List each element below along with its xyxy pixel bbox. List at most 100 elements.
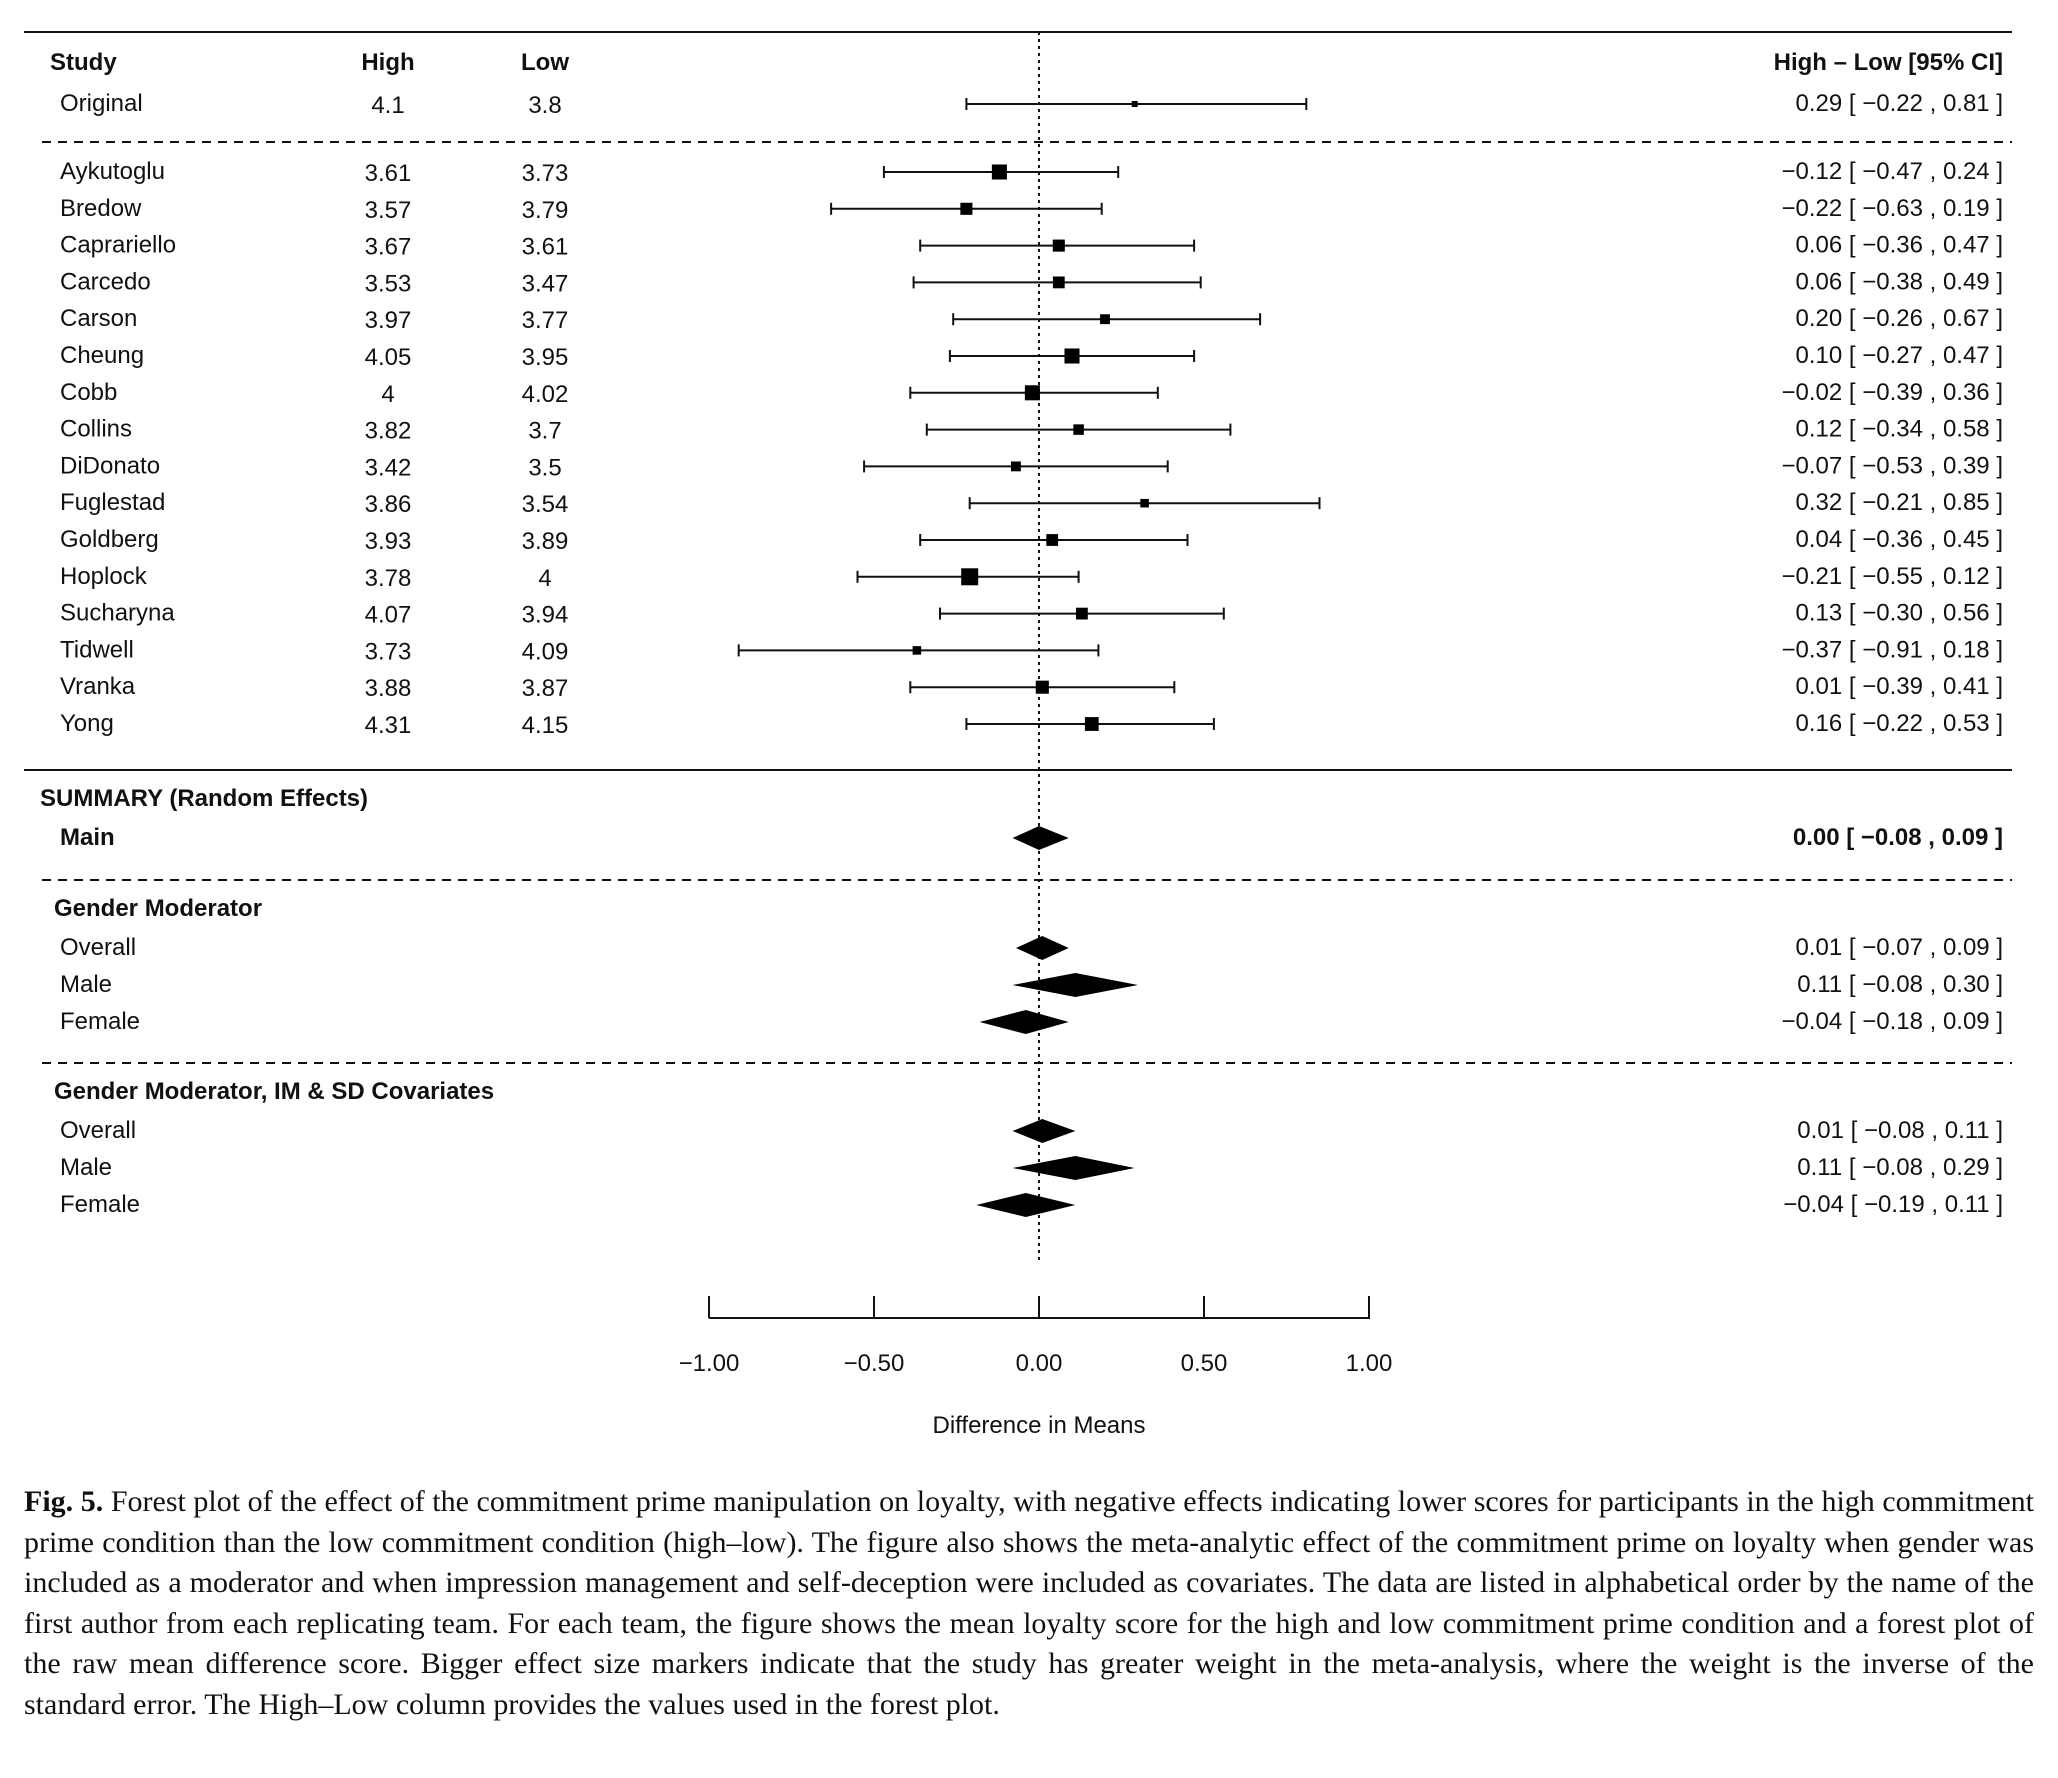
original-label: Original <box>60 90 143 117</box>
caption-text: Forest plot of the effect of the commitm… <box>24 1485 2035 1721</box>
study-low-value: 3.7 <box>528 418 561 445</box>
study-high-value: 3.73 <box>365 638 412 665</box>
study-high-value: 3.42 <box>365 454 412 481</box>
study-high-value: 3.97 <box>365 307 412 334</box>
gender-row-label: Male <box>60 971 112 998</box>
study-ci <box>737 644 1100 657</box>
study-effect-text: −0.21 [ −0.55 , 0.12 ] <box>1781 563 2003 590</box>
effect-marker <box>961 568 979 586</box>
study-ci <box>952 313 1262 326</box>
x-axis-tick-label: −0.50 <box>844 1350 905 1377</box>
study-label: Bredow <box>60 195 142 222</box>
study-low-value: 3.79 <box>522 197 569 224</box>
study-low-value: 4.09 <box>522 638 569 665</box>
study-effect-text: −0.07 [ −0.53 , 0.39 ] <box>1781 452 2003 479</box>
effect-marker <box>1035 680 1049 694</box>
study-label: Sucharyna <box>60 600 175 627</box>
study-high-value: 3.57 <box>365 197 412 224</box>
effect-marker <box>1064 348 1080 364</box>
study-low-value: 3.89 <box>522 528 569 555</box>
study-ci <box>968 497 1321 510</box>
original-low-value: 3.8 <box>528 92 561 119</box>
original-ci <box>965 98 1308 110</box>
study-ci <box>939 607 1225 620</box>
study-label: Hoplock <box>60 563 148 590</box>
study-label: Goldberg <box>60 526 159 553</box>
gender-row-label: Overall <box>60 934 136 961</box>
study-label: Fuglestad <box>60 489 165 516</box>
study-low-value: 3.54 <box>522 491 569 518</box>
study-low-value: 3.87 <box>522 675 569 702</box>
study-ci <box>882 164 1120 180</box>
study-high-value: 3.93 <box>365 528 412 555</box>
x-axis-tick-label: 0.00 <box>1016 1350 1063 1377</box>
gender-cov-diamond <box>1012 1156 1135 1180</box>
gender-cov-diamond <box>976 1193 1076 1217</box>
effect-marker <box>1084 717 1099 731</box>
effect-marker <box>912 646 922 655</box>
caption-label: Fig. 5. <box>24 1485 104 1518</box>
study-high-value: 3.86 <box>365 491 412 518</box>
study-effect-text: 0.20 [ −0.26 , 0.67 ] <box>1796 305 2004 332</box>
effect-marker <box>1131 101 1138 107</box>
study-label: Carcedo <box>60 268 151 295</box>
study-ci <box>965 717 1215 731</box>
gender-diamond <box>1015 936 1069 960</box>
study-low-value: 3.95 <box>522 344 569 371</box>
effect-marker <box>991 164 1007 180</box>
study-high-value: 3.78 <box>365 565 412 592</box>
gender-cov-row-label: Male <box>60 1154 112 1181</box>
column-header-study: Study <box>50 49 117 76</box>
study-high-value: 4.31 <box>365 712 412 739</box>
summary-main-label: Main <box>60 824 115 851</box>
study-label: Cobb <box>60 379 117 406</box>
x-axis: Difference in Means −1.00 −0.50 0.00 0.50 1.… <box>679 1296 1392 1439</box>
effect-marker <box>1052 276 1065 289</box>
forest-rows: Original 4.1 3.8 0.29 [ −0.22 , 0.81 ] Aykut… <box>60 90 2003 1218</box>
effect-marker <box>1140 498 1149 508</box>
column-header-high: High <box>361 49 414 76</box>
study-effect-text: −0.12 [ −0.47 , 0.24 ] <box>1781 158 2003 185</box>
study-low-value: 4 <box>538 565 551 592</box>
gender-cov-diamond <box>1012 1119 1076 1143</box>
study-low-value: 3.5 <box>528 454 561 481</box>
study-ci <box>925 423 1232 436</box>
gender-row-label: Female <box>60 1008 140 1035</box>
study-label: Collins <box>60 416 132 443</box>
effect-marker <box>1046 534 1059 546</box>
summary-diamond <box>1012 826 1069 850</box>
study-ci <box>919 239 1196 252</box>
effect-marker <box>1073 424 1084 435</box>
summary-heading: SUMMARY (Random Effects) <box>40 785 368 812</box>
study-low-value: 3.73 <box>522 160 569 187</box>
original-effect-text: 0.29 [ −0.22 , 0.81 ] <box>1796 90 2004 117</box>
gender-row-effect-text: −0.04 [ −0.18 , 0.09 ] <box>1781 1008 2003 1035</box>
study-high-value: 4 <box>381 381 394 408</box>
study-low-value: 3.61 <box>522 234 569 261</box>
study-effect-text: −0.22 [ −0.63 , 0.19 ] <box>1781 195 2003 222</box>
gender-heading: Gender Moderator <box>54 895 262 922</box>
study-effect-text: 0.10 [ −0.27 , 0.47 ] <box>1796 342 2004 369</box>
study-ci <box>830 202 1103 215</box>
gender-diamond <box>979 1010 1069 1034</box>
effect-marker <box>1100 314 1110 325</box>
study-low-value: 4.02 <box>522 381 569 408</box>
study-low-value: 3.94 <box>522 602 569 629</box>
effect-marker <box>1010 461 1021 472</box>
study-label: Cheung <box>60 342 144 369</box>
study-label: Tidwell <box>60 636 134 663</box>
effect-marker <box>1024 385 1040 401</box>
gender-cov-row-label: Overall <box>60 1117 136 1144</box>
effect-marker <box>960 202 973 215</box>
study-label: Carson <box>60 305 137 332</box>
study-effect-text: 0.32 [ −0.21 , 0.85 ] <box>1796 489 2004 516</box>
column-header-effect: High – Low [95% CI] <box>1774 49 2003 76</box>
study-effect-text: 0.16 [ −0.22 , 0.53 ] <box>1796 710 2004 737</box>
effect-marker <box>1076 607 1088 620</box>
figure-caption: Fig. 5. Forest plot of the effect of the… <box>24 1482 2034 1725</box>
study-ci <box>909 680 1176 694</box>
study-high-value: 3.61 <box>365 160 412 187</box>
study-effect-text: −0.37 [ −0.91 , 0.18 ] <box>1781 636 2003 663</box>
x-axis-tick-label: −1.00 <box>679 1350 740 1377</box>
study-label: DiDonato <box>60 452 160 479</box>
